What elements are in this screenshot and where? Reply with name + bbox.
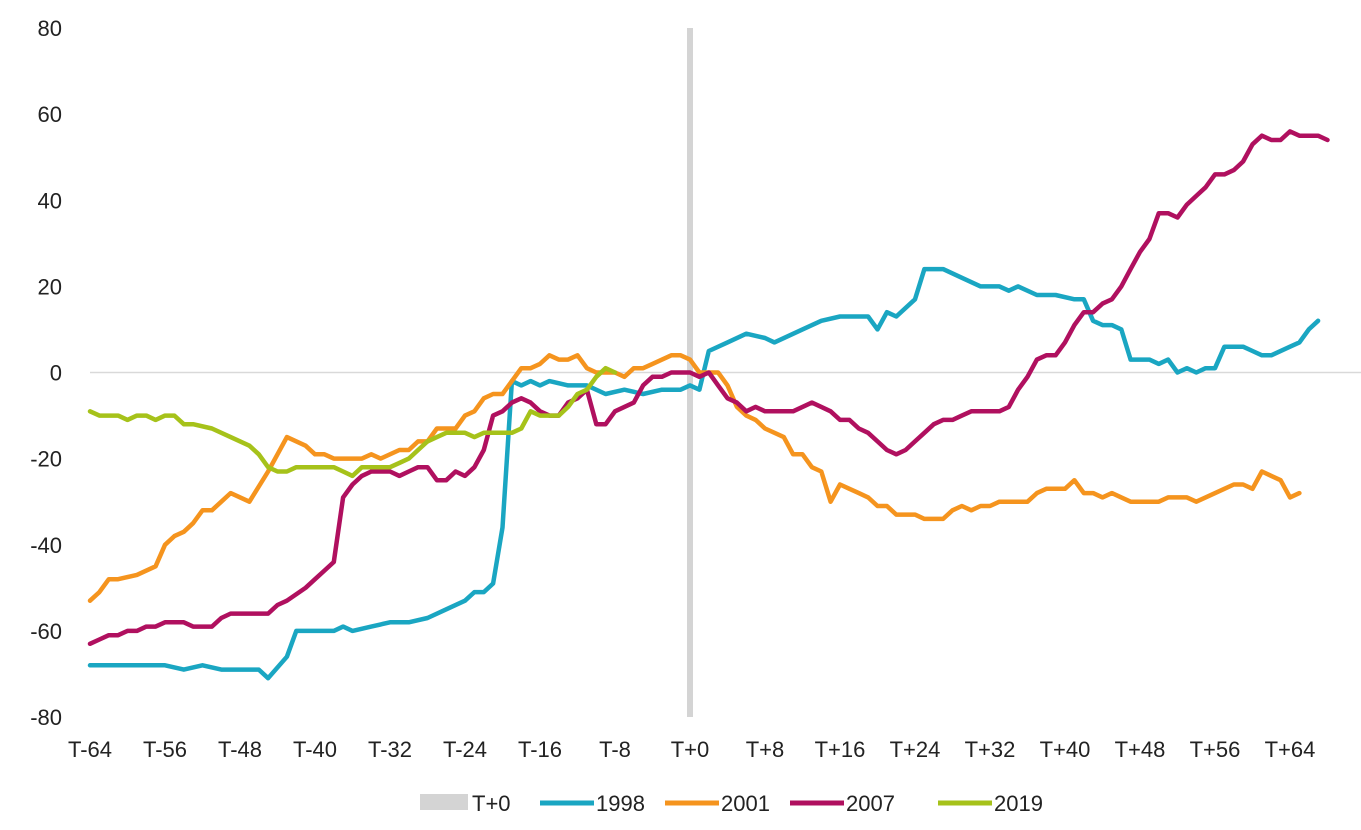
x-tick-label: T+64 xyxy=(1265,737,1316,762)
legend: T+0 1998 2001 2007 2019 xyxy=(420,791,1043,816)
x-tick-label: T+8 xyxy=(746,737,785,762)
y-tick-label: 20 xyxy=(38,274,62,299)
x-tick-label: T+48 xyxy=(1115,737,1166,762)
series-line-2001 xyxy=(87,353,1302,603)
x-tick-label: T-40 xyxy=(293,737,337,762)
x-tick-label: T-48 xyxy=(218,737,262,762)
y-tick-label: 40 xyxy=(38,188,62,213)
y-tick-label: 60 xyxy=(38,102,62,127)
x-tick-label: T-56 xyxy=(143,737,187,762)
x-tick-label: T-8 xyxy=(599,737,631,762)
legend-label-2007: 2007 xyxy=(846,791,895,816)
x-axis-ticks: T-64 T-56 T-48 T-40 T-32 T-24 T-16 T-8 T+0 T+8 T+1… xyxy=(68,737,1315,762)
x-tick-label: T+24 xyxy=(890,737,941,762)
series-line-1998 xyxy=(87,266,1321,681)
y-tick-label: -40 xyxy=(30,533,62,558)
y-axis-ticks: -80 -60 -40 -20 0 20 40 60 80 xyxy=(30,16,62,730)
legend-label-T+0: T+0 xyxy=(472,791,511,816)
legend-label-1998: 1998 xyxy=(596,791,645,816)
x-tick-label: T-64 xyxy=(68,737,112,762)
x-tick-label: T+32 xyxy=(965,737,1016,762)
x-tick-label: T-16 xyxy=(518,737,562,762)
x-tick-label: T-32 xyxy=(368,737,412,762)
y-tick-label: -60 xyxy=(30,619,62,644)
legend-label-2019: 2019 xyxy=(994,791,1043,816)
series-line-2019 xyxy=(87,365,618,479)
series-layer xyxy=(87,129,1330,681)
legend-label-2001: 2001 xyxy=(721,791,770,816)
y-tick-label: 0 xyxy=(50,361,62,386)
x-tick-label: T+16 xyxy=(815,737,866,762)
legend-swatch-T+0 xyxy=(420,794,468,810)
series-line-2007 xyxy=(87,129,1330,647)
y-tick-label: 80 xyxy=(38,16,62,41)
x-tick-label: T-24 xyxy=(443,737,487,762)
x-tick-label: T+40 xyxy=(1040,737,1091,762)
x-tick-label: T+0 xyxy=(671,737,710,762)
y-tick-label: -20 xyxy=(30,447,62,472)
x-tick-label: T+56 xyxy=(1190,737,1241,762)
y-tick-label: -80 xyxy=(30,705,62,730)
